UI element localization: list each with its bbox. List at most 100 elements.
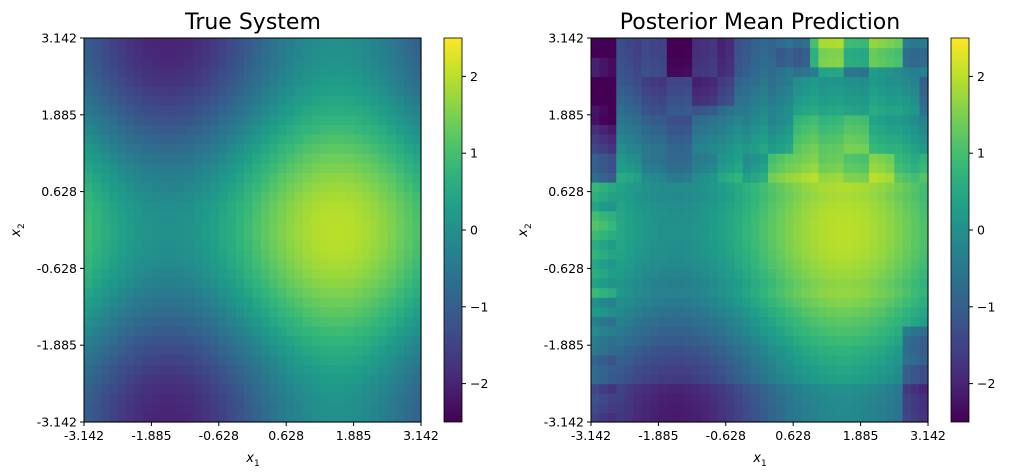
heatmap-cell — [877, 239, 887, 250]
heatmap-cell — [235, 374, 245, 385]
heatmap-cell — [810, 412, 820, 423]
heatmap-cell — [860, 345, 870, 356]
heatmap-cell — [911, 38, 921, 49]
heatmap-cell — [835, 268, 845, 279]
heatmap-cell — [751, 105, 761, 116]
heatmap-cell — [776, 143, 786, 154]
heatmap-cell — [100, 182, 110, 193]
heatmap-cell — [599, 153, 609, 164]
heatmap-cell — [185, 354, 195, 365]
heatmap-cell — [793, 258, 803, 269]
heatmap-cell — [117, 326, 127, 337]
heatmap-cell — [193, 220, 203, 231]
heatmap-cell — [911, 76, 921, 87]
heatmap-cell — [843, 345, 853, 356]
heatmap-cell — [641, 364, 651, 375]
heatmap-cell — [843, 258, 853, 269]
heatmap-cell — [235, 316, 245, 327]
heatmap-cell — [84, 316, 94, 327]
heatmap-cell — [404, 220, 414, 231]
heatmap-cell — [675, 326, 685, 337]
heatmap-cell — [784, 326, 794, 337]
heatmap-cell — [159, 258, 169, 269]
heatmap-cell — [734, 57, 744, 68]
heatmap-cell — [751, 172, 761, 183]
heatmap-cell — [624, 354, 634, 365]
heatmap-cell — [801, 201, 811, 212]
heatmap-cell — [151, 76, 161, 87]
heatmap-cell — [919, 306, 929, 317]
heatmap-cell — [303, 354, 313, 365]
heatmap-cell — [607, 66, 617, 77]
heatmap-cell — [117, 210, 127, 221]
heatmap-cell — [666, 258, 676, 269]
heatmap-cell — [362, 105, 372, 116]
heatmap-cell — [860, 201, 870, 212]
heatmap-cell — [353, 230, 363, 241]
heatmap-cell — [201, 38, 211, 49]
heatmap-cell — [210, 364, 220, 375]
heatmap-cell — [345, 316, 355, 327]
heatmap-cell — [708, 393, 718, 404]
heatmap-cell — [260, 114, 270, 125]
heatmap-cell — [725, 393, 735, 404]
heatmap-cell — [894, 143, 904, 154]
heatmap-cell — [151, 124, 161, 135]
heatmap-cell — [260, 153, 270, 164]
heatmap-cell — [109, 335, 119, 346]
heatmap-cell — [843, 105, 853, 116]
heatmap-cell — [624, 393, 634, 404]
heatmap-cell — [860, 47, 870, 58]
heatmap-cell — [227, 402, 237, 413]
heatmap-cell — [742, 316, 752, 327]
heatmap-cell — [902, 191, 912, 202]
heatmap-cell — [319, 316, 329, 327]
heatmap-cell — [92, 306, 102, 317]
heatmap-cell — [176, 38, 186, 49]
heatmap-cell — [336, 162, 346, 173]
heatmap-cell — [692, 258, 702, 269]
heatmap-cell — [168, 134, 178, 145]
heatmap-cell — [624, 66, 634, 77]
heatmap-cell — [336, 326, 346, 337]
heatmap-cell — [843, 124, 853, 135]
heatmap-cell — [666, 47, 676, 58]
heatmap-cell — [666, 172, 676, 183]
heatmap-cell — [370, 287, 380, 298]
heatmap-cell — [235, 210, 245, 221]
heatmap-cell — [649, 374, 660, 385]
heatmap-cell — [311, 326, 321, 337]
heatmap-cell — [591, 182, 601, 193]
heatmap-cell — [860, 143, 870, 154]
heatmap-cell — [751, 249, 761, 260]
heatmap-cell — [860, 412, 870, 423]
heatmap-cell — [902, 162, 912, 173]
heatmap-cell — [311, 345, 321, 356]
heatmap-cell — [100, 153, 110, 164]
heatmap-cell — [370, 278, 380, 289]
heatmap-cell — [395, 402, 405, 413]
heatmap-cell — [311, 220, 321, 231]
heatmap-cell — [109, 316, 119, 327]
heatmap-cell — [126, 57, 136, 68]
heatmap-cell — [826, 153, 836, 164]
heatmap-cell — [294, 364, 304, 375]
heatmap-cell — [902, 134, 912, 145]
heatmap-cell — [142, 268, 153, 279]
heatmap-cell — [142, 182, 153, 193]
heatmap-cell — [641, 393, 651, 404]
heatmap-cell — [126, 38, 136, 49]
heatmap-cell — [591, 278, 601, 289]
heatmap-cell — [649, 412, 660, 423]
heatmap-cell — [860, 57, 870, 68]
heatmap-cell — [649, 297, 660, 308]
heatmap-cell — [835, 143, 845, 154]
heatmap-cell — [92, 239, 102, 250]
heatmap-cell — [877, 306, 887, 317]
heatmap-cell — [826, 47, 836, 58]
heatmap-cell — [767, 364, 777, 375]
heatmap-cell — [134, 134, 144, 145]
heatmap-cell — [877, 287, 887, 298]
heatmap-cell — [395, 268, 405, 279]
heatmap-cell — [134, 124, 144, 135]
